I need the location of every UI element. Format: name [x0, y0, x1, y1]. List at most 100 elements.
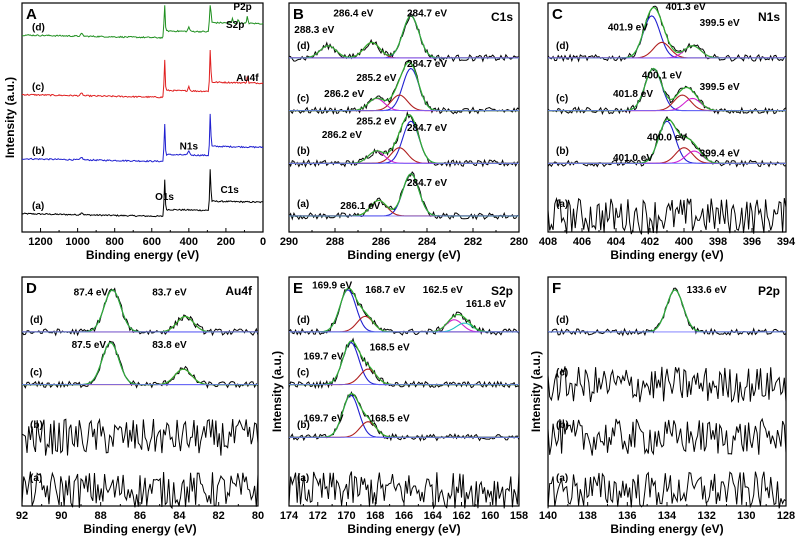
series-label: (c)	[30, 367, 42, 378]
peak-annotation: 83.8 eV	[152, 340, 187, 351]
series-a: (a)	[547, 471, 787, 509]
panel-label: F	[552, 280, 561, 297]
fitted-peak	[289, 315, 519, 333]
peak-annotation: 284.7 eV	[407, 123, 447, 134]
series-label: (b)	[32, 146, 45, 157]
series-label: (b)	[297, 420, 310, 431]
series-d: (d)	[547, 287, 787, 337]
series-line	[21, 113, 264, 163]
raw-spectrum	[288, 471, 520, 510]
x-axis-label: Binding energy (eV)	[610, 248, 723, 262]
series-label: (a)	[32, 201, 44, 212]
x-tick-label: 90	[55, 510, 67, 522]
panel-f: F P2p 140 138 136 134 132 130 128 Binding energy …	[529, 276, 795, 536]
fit-envelope	[288, 15, 519, 59]
panel-title: N1s	[758, 10, 780, 24]
x-tick-label: 132	[697, 510, 715, 522]
x-tick-label: 92	[16, 510, 28, 522]
panel-label: D	[26, 280, 37, 297]
fitted-peak	[289, 319, 519, 333]
panel-title: P2p	[758, 284, 780, 298]
y-axis-label: Intensity (a.u.)	[529, 351, 543, 432]
panel-title: S2p	[491, 284, 513, 298]
peak-annotation: 399.5 eV	[700, 82, 740, 93]
series-line	[21, 169, 264, 218]
peak-annotation: 399.4 eV	[700, 148, 740, 159]
x-tick-label: 140	[539, 510, 557, 522]
peak-annotation: 400.1 eV	[642, 71, 682, 82]
series-label: (c)	[297, 367, 309, 378]
plot-frame	[288, 2, 520, 233]
raw-spectrum	[547, 67, 787, 116]
x-tick-label: 134	[658, 510, 677, 522]
x-tick-label: 284	[418, 236, 437, 248]
series-label: (d)	[32, 22, 45, 33]
peak-annotation: 284.7 eV	[407, 59, 447, 70]
series-b: (b)	[547, 115, 787, 168]
peak-annotation: 168.7 eV	[365, 285, 405, 296]
peak-annotation: 401.9 eV	[608, 22, 648, 33]
x-tick-label: 200	[217, 236, 235, 248]
x-tick-label: 290	[280, 236, 298, 248]
x-tick-label: 406	[573, 236, 591, 248]
x-tick-label: 398	[709, 236, 727, 248]
x-tick-label: 280	[510, 236, 528, 248]
raw-spectrum	[21, 287, 259, 337]
x-tick-label: 136	[618, 510, 636, 522]
series-b: (b)	[21, 113, 264, 163]
panel-label: A	[26, 6, 37, 23]
series-d: (d)	[547, 5, 787, 63]
raw-spectrum	[288, 12, 520, 63]
peak-annotation: Au4f	[236, 73, 259, 84]
peak-annotation: 401.0 eV	[613, 153, 653, 164]
peak-annotation: 285.2 eV	[356, 73, 396, 84]
peak-annotation: 400.0 eV	[647, 132, 687, 143]
x-tick-label: 160	[481, 510, 499, 522]
raw-spectrum	[547, 196, 787, 235]
raw-spectrum	[547, 5, 787, 63]
series-a: (a)	[21, 471, 259, 510]
peak-annotation: O1s	[155, 192, 174, 203]
series-a: (a)	[547, 196, 787, 235]
fitted-peak	[548, 289, 786, 333]
x-tick-label: 130	[737, 510, 755, 522]
series-b: (b)	[288, 390, 520, 442]
series-b: (b)	[21, 417, 259, 456]
peak-annotation: 284.7 eV	[407, 9, 447, 20]
fitted-peak	[22, 342, 258, 386]
series-label: (a)	[297, 473, 309, 484]
fitted-peak	[289, 173, 519, 217]
series-label: (c)	[556, 93, 568, 104]
panel-label: C	[552, 6, 563, 23]
x-tick-label: 88	[95, 510, 107, 522]
panel-a: A 1200 1000 800 600 400 200 0 Binding energy (eV…	[3, 2, 266, 262]
x-tick-label: 400	[675, 236, 693, 248]
peak-annotation: 401.3 eV	[666, 2, 706, 13]
fit-envelope	[289, 173, 519, 217]
series-line	[21, 5, 264, 40]
series-label: (a)	[30, 473, 42, 484]
x-tick-label: 172	[309, 510, 327, 522]
x-axis-label: Binding energy (eV)	[83, 522, 196, 536]
panel-c: C N1s 408 406 404 402 400 398 396 394 Binding ener…	[539, 2, 796, 262]
fitted-peak	[22, 289, 258, 333]
series-label: (b)	[556, 146, 569, 157]
peak-annotation: S2p	[226, 20, 244, 31]
series-label: (c)	[556, 367, 568, 378]
raw-spectrum	[547, 417, 787, 456]
series-a: (a)	[288, 171, 520, 221]
series-d: (d)	[288, 12, 520, 63]
x-tick-label: 162	[452, 510, 470, 522]
peak-annotation: 286.1 eV	[340, 201, 380, 212]
peak-annotation: 288.3 eV	[294, 25, 334, 36]
panel-e: E S2p 174 172 170 168 166 164 162 160 158 Binding e…	[270, 276, 528, 536]
series-label: (b)	[30, 420, 43, 431]
fitted-peak	[289, 120, 519, 164]
peak-annotation: 286.2 eV	[322, 130, 362, 141]
series-label: (d)	[30, 315, 43, 326]
series-d: (d)	[21, 5, 264, 40]
panel-label: E	[293, 280, 303, 297]
series-c: (c)	[21, 340, 259, 389]
fit-envelope	[548, 289, 786, 333]
